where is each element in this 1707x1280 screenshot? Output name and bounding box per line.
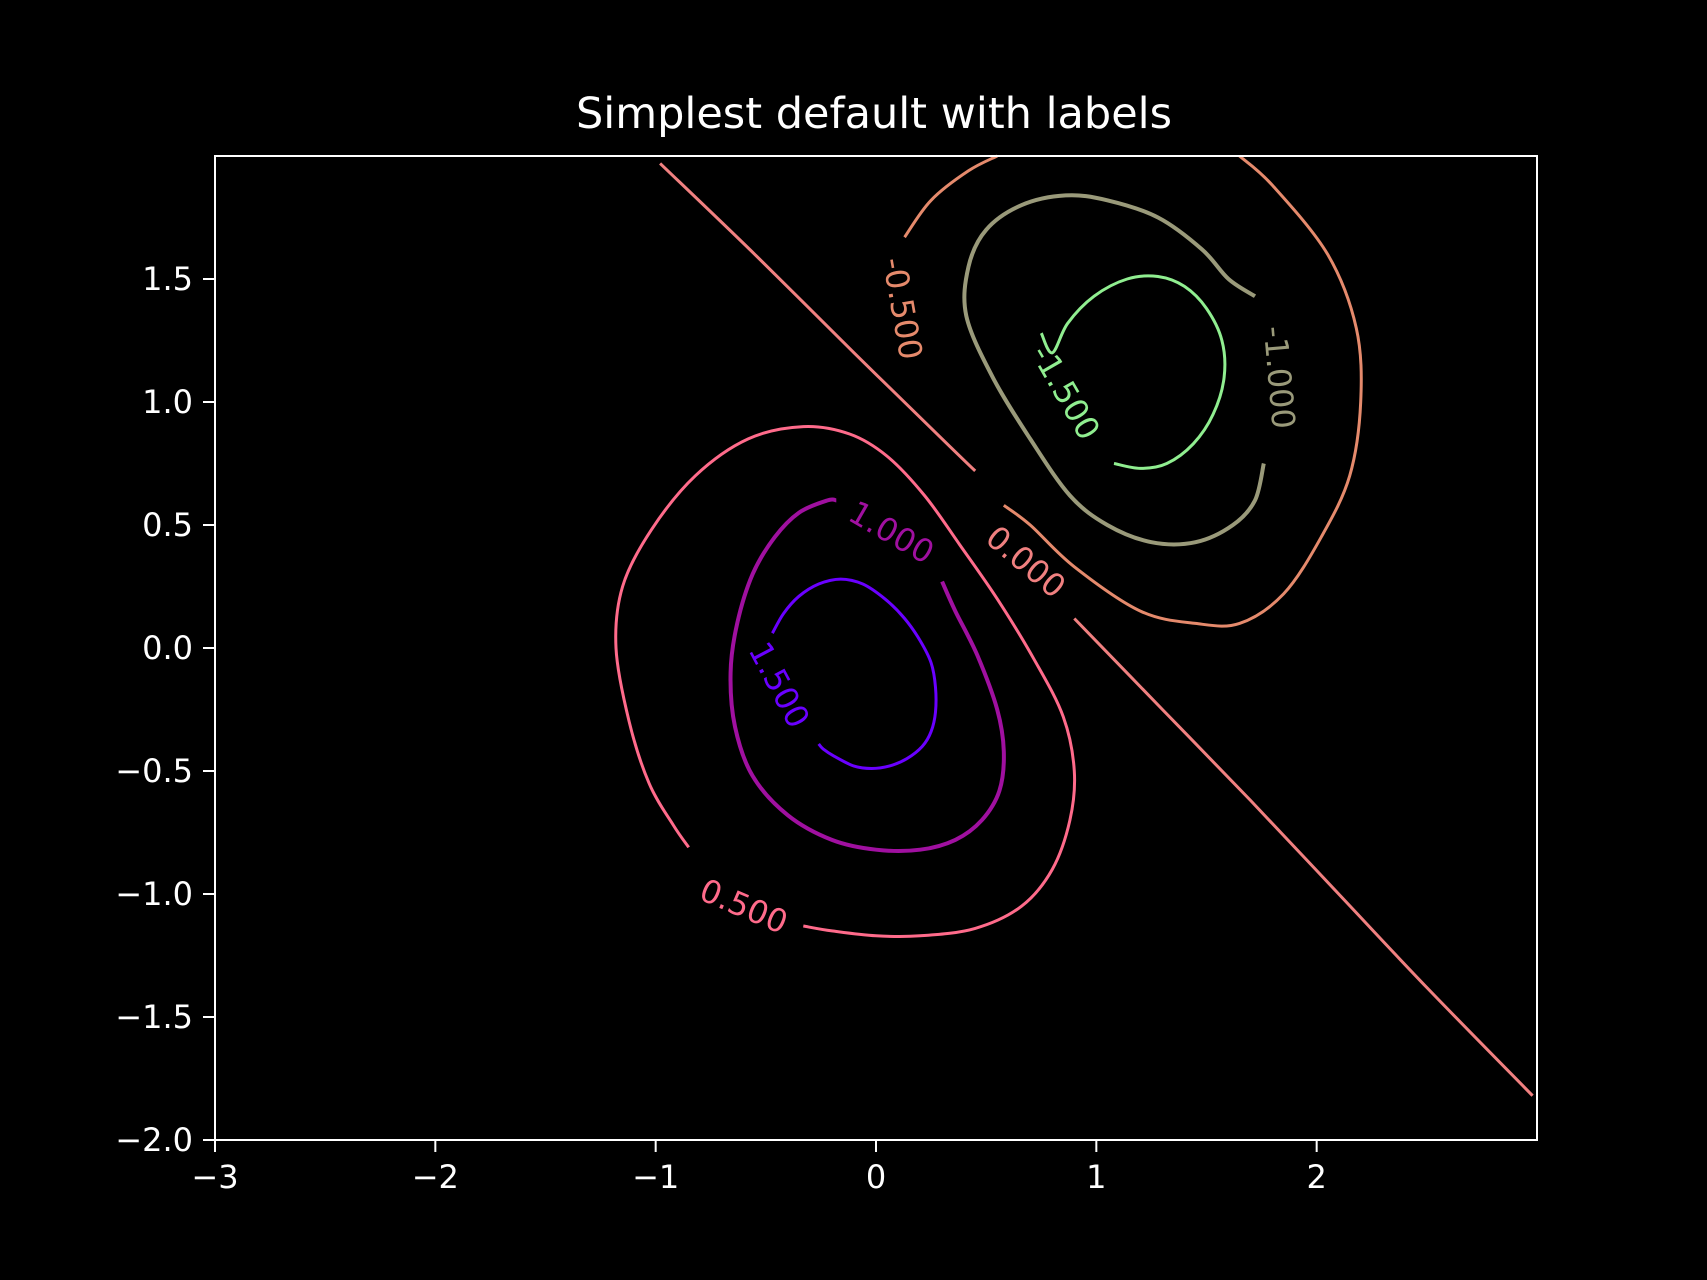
contour-line-1-500-0 — [771, 577, 938, 771]
contour-line-neg-0-500-5 — [903, 154, 998, 239]
contour-line-neg-1-000-7 — [962, 193, 1266, 547]
x-tick-label--1: −1 — [632, 1158, 679, 1196]
contour-label-neg-1-000: -1.000 — [1256, 324, 1303, 430]
contour-line-1-000-1 — [728, 497, 1006, 853]
y-tick-label--1: −1.0 — [115, 875, 193, 913]
x-tick-label-0: 0 — [866, 1158, 886, 1196]
x-tick-label--3: −3 — [191, 1158, 238, 1196]
y-tick-label-1.5: 1.5 — [142, 260, 193, 298]
y-tick-label-0.5: 0.5 — [142, 506, 193, 544]
x-axis: −3 −2 −1 0 1 2 — [191, 1140, 1327, 1196]
y-tick-label-1: 1.0 — [142, 383, 193, 421]
y-tick-label--1.5: −1.5 — [115, 998, 193, 1036]
contour-line-neg-1-500-8 — [1039, 274, 1227, 470]
y-tick-label-0: 0.0 — [142, 629, 193, 667]
contour-line-0-000-3 — [659, 162, 977, 472]
x-tick-label-1: 1 — [1086, 1158, 1106, 1196]
contour-line-0-500-2 — [614, 424, 1077, 939]
chart-title: Simplest default with labels — [576, 89, 1172, 139]
y-tick-label--2: −2.0 — [115, 1121, 193, 1159]
y-axis: −2.0 −1.5 −1.0 −0.5 0.0 0.5 1.0 1.5 — [115, 260, 215, 1159]
contour-lines — [614, 154, 1534, 1097]
contour-line-0-000-4 — [1073, 617, 1534, 1097]
contour-line-neg-0-500-6 — [1002, 154, 1363, 628]
y-tick-label--0.5: −0.5 — [115, 752, 193, 790]
x-tick-label-2: 2 — [1306, 1158, 1326, 1196]
x-tick-label--2: −2 — [412, 1158, 459, 1196]
